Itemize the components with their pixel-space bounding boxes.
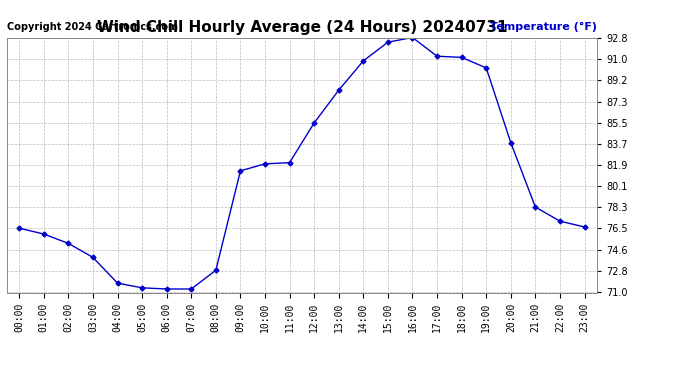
Text: Temperature (°F): Temperature (°F) [490, 22, 597, 32]
Text: Copyright 2024 Cartronics.com: Copyright 2024 Cartronics.com [7, 22, 178, 32]
Title: Wind Chill Hourly Average (24 Hours) 20240731: Wind Chill Hourly Average (24 Hours) 202… [97, 20, 507, 35]
